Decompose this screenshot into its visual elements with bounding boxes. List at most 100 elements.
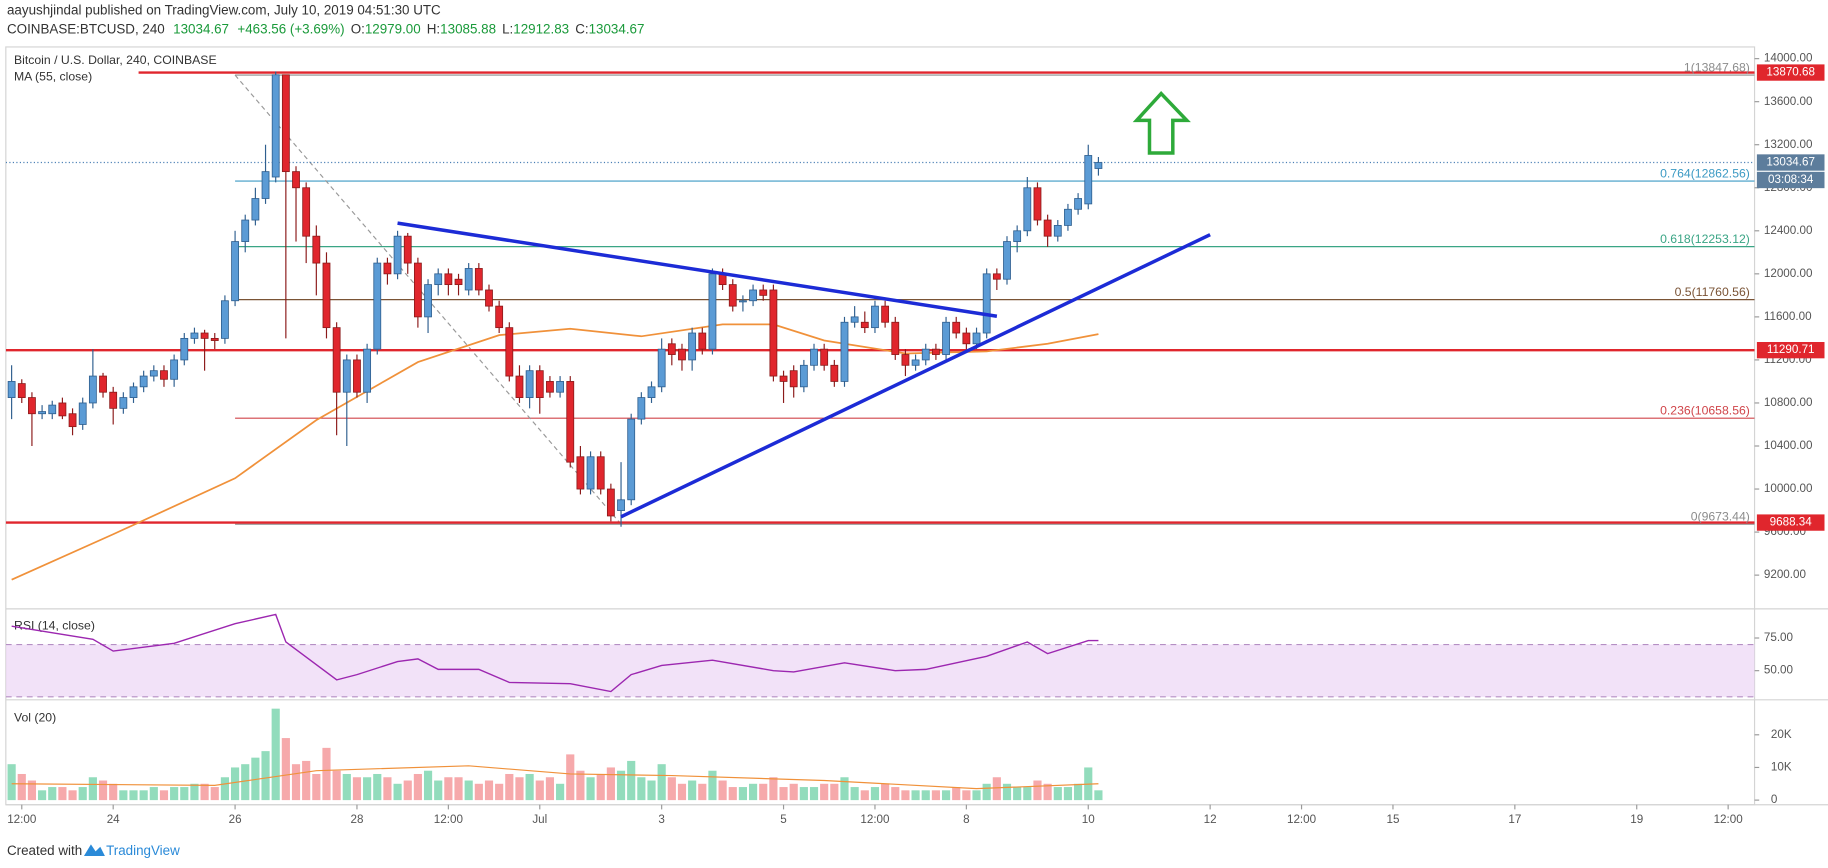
candle-body	[99, 375, 107, 393]
volume-bar	[109, 783, 118, 801]
rsi-line	[11, 613, 1099, 693]
candle-body	[972, 332, 981, 345]
volume-bar	[728, 787, 737, 801]
volume-bar	[525, 773, 534, 801]
volume-bar	[830, 783, 839, 801]
x-tick-label: 12	[1204, 813, 1217, 826]
pane	[5, 71, 1755, 581]
candle-body	[403, 235, 412, 264]
candle-body	[810, 348, 818, 366]
candle-body	[139, 375, 148, 388]
ohlc-value: 12912.83	[513, 21, 569, 36]
volume-bar	[586, 777, 595, 801]
x-tick-label: 28	[350, 813, 363, 826]
volume-bar	[688, 780, 697, 801]
volume-bar	[850, 787, 859, 801]
volume-bar	[1094, 790, 1103, 801]
volume-bar	[98, 780, 108, 801]
candle-body	[444, 273, 453, 286]
volume-bar	[505, 773, 514, 801]
candle-body	[627, 418, 636, 501]
volume-bar	[870, 787, 880, 801]
volume-bar	[738, 787, 748, 801]
volume-bar	[393, 783, 402, 801]
x-tick-label: 12:00	[860, 813, 890, 826]
candle-body	[901, 354, 910, 366]
volume-bar	[698, 783, 707, 801]
volume-bar	[779, 787, 788, 801]
volume-bar	[139, 790, 148, 801]
x-tick-label: 12:00	[434, 813, 464, 826]
volume-bar	[616, 770, 626, 801]
x-tick-label: 15	[1386, 813, 1399, 826]
y-tick-label: 10800.00	[1764, 396, 1813, 409]
brand-logo	[83, 844, 105, 857]
candle-body	[931, 348, 940, 355]
candle-body	[210, 337, 219, 341]
volume-bar	[68, 790, 77, 801]
candle-body	[657, 348, 666, 388]
candle-body	[454, 278, 463, 286]
candle-body	[647, 386, 656, 398]
level-tag: 9688.34	[1770, 516, 1813, 529]
volume-bar	[1043, 783, 1052, 801]
volume-bar	[809, 787, 819, 801]
volume-bar	[759, 783, 768, 801]
volume-bar	[383, 777, 392, 801]
level-tag: 11290.71	[1767, 343, 1815, 356]
volume-bar	[220, 777, 229, 801]
fib-label: 0.5(11760.56)	[1675, 285, 1750, 299]
ma-legend: MA (55, close)	[14, 69, 92, 83]
y-tick-label: 14000.00	[1764, 52, 1813, 65]
ohlc-key: O:	[351, 21, 365, 36]
level-tag-bg	[1756, 342, 1825, 359]
volume-bar	[434, 780, 443, 801]
volume-bar	[1063, 787, 1073, 801]
candle-body	[109, 391, 118, 409]
candle-body	[921, 348, 930, 361]
candle-body	[393, 235, 402, 275]
volume-bar	[627, 760, 636, 801]
candle-body	[749, 289, 757, 302]
volume-bar	[840, 777, 849, 801]
candle-body	[1074, 198, 1083, 210]
volume-bar	[352, 777, 362, 801]
candle-body	[799, 364, 808, 388]
volume-bar	[38, 790, 47, 801]
candle-body	[302, 187, 311, 237]
volume-bar	[332, 770, 341, 801]
candle-body	[1013, 230, 1022, 242]
author-line: aayushjindal published on TradingView.co…	[7, 2, 441, 17]
candle-body	[342, 359, 351, 393]
candle-body	[840, 321, 849, 382]
fib-label: 0.764(12862.56)	[1660, 166, 1750, 180]
volume-bar	[495, 783, 504, 801]
level-tag-bg	[1756, 514, 1825, 531]
candle-body	[779, 375, 788, 382]
volume-bar	[891, 787, 900, 801]
ohlc-key: H:	[427, 21, 440, 36]
volume-bar	[1023, 787, 1032, 801]
candle-body	[992, 273, 1001, 280]
symbol: COINBASE:BTCUSD, 240	[7, 21, 165, 36]
candle-body	[891, 321, 900, 355]
candle-body	[1084, 155, 1093, 205]
volume-bar	[423, 770, 433, 801]
candle-body	[190, 332, 199, 339]
candle-body	[28, 397, 36, 415]
volume-bar	[647, 780, 656, 801]
volume-bar	[230, 767, 240, 801]
fib-label: 1(13847.68)	[1684, 60, 1750, 74]
candle-body	[698, 332, 707, 350]
last-price-tag-bg	[1756, 154, 1825, 171]
candle-body	[667, 343, 676, 355]
volume-bar	[474, 783, 483, 801]
x-tick-label: 8	[963, 813, 969, 826]
volume-bar	[911, 790, 920, 801]
rsi-band	[5, 644, 1755, 697]
footer-created: Created with	[7, 843, 82, 858]
candle-body	[871, 305, 879, 329]
rsi-legend: RSI (14, close)	[14, 619, 95, 633]
candle-body	[830, 364, 839, 382]
volume-bar	[271, 708, 280, 801]
